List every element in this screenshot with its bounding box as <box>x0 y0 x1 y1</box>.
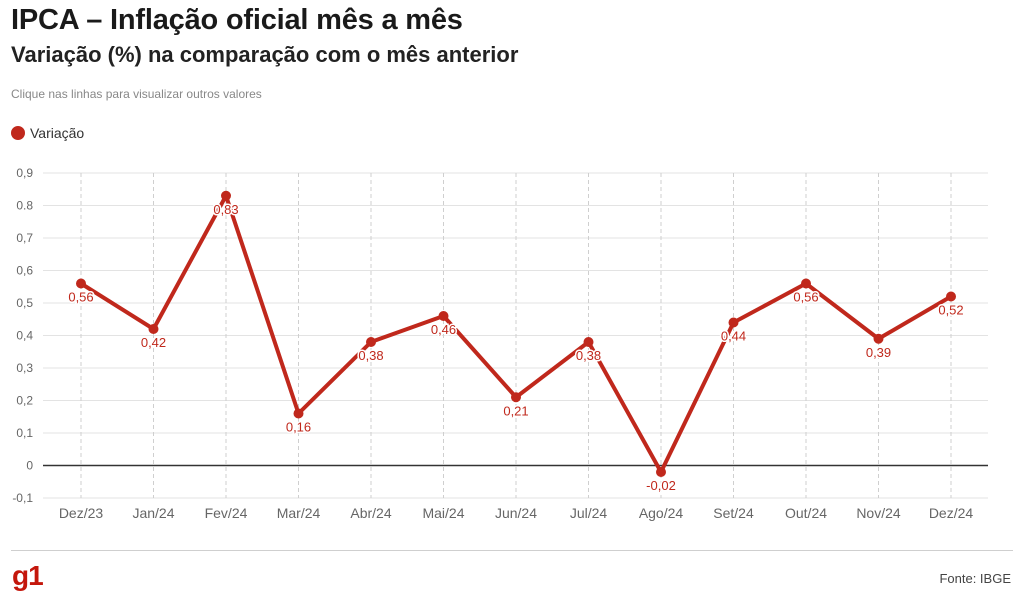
x-tick-label: Jun/24 <box>495 505 537 521</box>
chart-title: IPCA – Inflação oficial mês a mês <box>11 4 463 36</box>
x-tick-label: Dez/23 <box>59 505 104 521</box>
data-label: 0,38 <box>576 348 601 363</box>
data-point <box>148 324 159 334</box>
data-label: 0,38 <box>358 348 383 363</box>
x-tick-label: Out/24 <box>785 505 827 521</box>
data-point <box>583 337 594 347</box>
line-chart[interactable]: -0,1 0 0,1 0,2 0,3 0,4 0,5 0,6 0,7 0.8 0,9 Dez/23 Ja… <box>0 160 1024 530</box>
y-tick-label: 0,4 <box>16 329 33 343</box>
y-tick-label: 0,2 <box>16 394 33 408</box>
x-tick-label: Mar/24 <box>277 505 321 521</box>
x-tick-label: Abr/24 <box>350 505 391 521</box>
legend[interactable]: Variação <box>11 125 84 141</box>
data-label: 0,52 <box>938 303 963 318</box>
g1-logo: g1 <box>12 560 44 591</box>
y-tick-label: 0.8 <box>16 199 33 213</box>
x-tick-label: Jan/24 <box>132 505 174 521</box>
footer-divider <box>11 550 1013 551</box>
legend-label: Variação <box>30 125 85 141</box>
y-tick-label: -0,1 <box>12 491 33 505</box>
data-point <box>438 311 449 321</box>
data-label: -0,02 <box>646 478 676 493</box>
data-point <box>76 278 86 289</box>
chart-subtitle: Variação (%) na comparação com o mês ant… <box>11 42 519 67</box>
x-tick-label: Jul/24 <box>570 505 608 521</box>
x-tick-label: Mai/24 <box>422 505 464 521</box>
data-label: 0,39 <box>866 345 891 360</box>
data-point <box>293 408 304 419</box>
x-tick-label: Set/24 <box>713 505 754 521</box>
y-tick-label: 0,6 <box>16 264 33 278</box>
data-point <box>221 190 231 201</box>
data-label: 0,56 <box>68 290 93 305</box>
source-note: Fonte: IBGE <box>939 571 1011 586</box>
data-label: 0,56 <box>793 290 818 305</box>
y-tick-label: 0,9 <box>16 166 33 180</box>
x-tick-label: Ago/24 <box>639 505 684 521</box>
data-point <box>511 392 521 403</box>
data-label: 0,42 <box>141 335 166 350</box>
data-label: 0,46 <box>431 322 456 337</box>
legend-dot-icon <box>11 126 25 140</box>
data-label: 0,16 <box>286 420 311 435</box>
y-tick-label: 0,7 <box>16 231 33 245</box>
data-point <box>728 317 739 328</box>
y-tick-label: 0,1 <box>16 426 33 440</box>
data-label: 0,21 <box>503 403 528 418</box>
instruction-note: Clique nas linhas para visualizar outros… <box>11 87 262 101</box>
data-point <box>801 278 811 289</box>
data-point <box>366 337 376 347</box>
data-label: 0,83 <box>213 202 238 217</box>
data-point <box>946 291 956 302</box>
x-tick-label: Nov/24 <box>856 505 901 521</box>
data-label: 0,44 <box>721 329 746 344</box>
y-tick-label: 0 <box>26 459 33 473</box>
data-point <box>656 467 666 477</box>
x-tick-label: Dez/24 <box>929 505 974 521</box>
x-tick-label: Fev/24 <box>205 505 248 521</box>
y-tick-label: 0,5 <box>16 296 33 310</box>
data-point <box>873 333 884 344</box>
y-tick-label: 0,3 <box>16 361 33 375</box>
